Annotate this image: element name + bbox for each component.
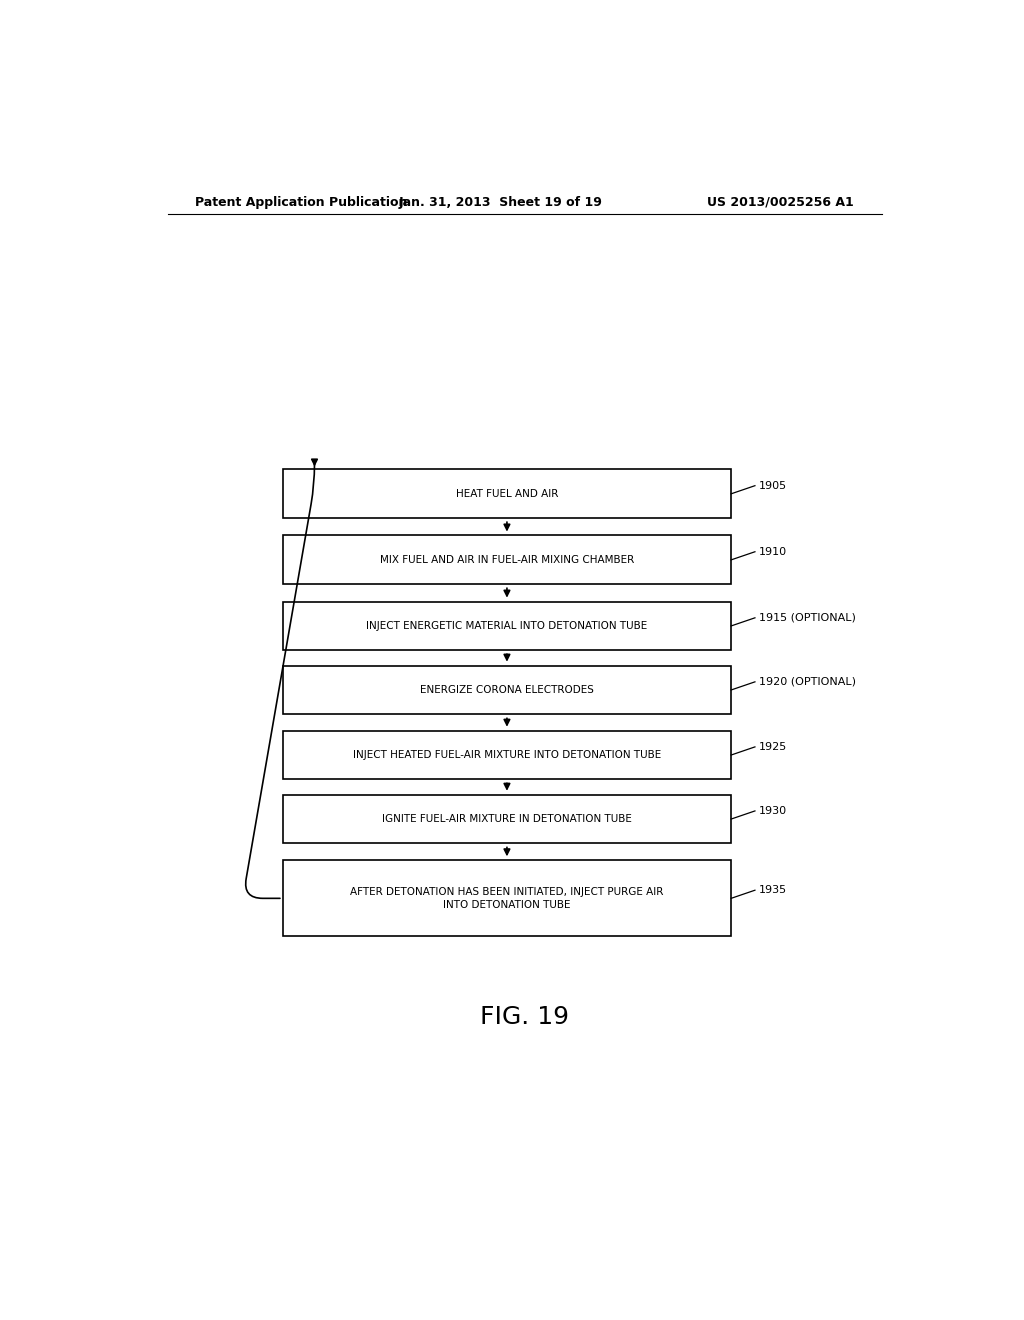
Bar: [283, 470, 731, 519]
Text: 1905: 1905: [759, 480, 787, 491]
Bar: [283, 731, 731, 779]
Bar: [283, 665, 731, 714]
Text: FIG. 19: FIG. 19: [480, 1006, 569, 1030]
Text: IGNITE FUEL-AIR MIXTURE IN DETONATION TUBE: IGNITE FUEL-AIR MIXTURE IN DETONATION TU…: [382, 814, 632, 824]
Text: 1910: 1910: [759, 546, 787, 557]
Text: 1920 (OPTIONAL): 1920 (OPTIONAL): [759, 677, 856, 686]
Bar: [283, 536, 731, 585]
Text: 1930: 1930: [759, 807, 787, 816]
Bar: [283, 795, 731, 843]
Text: US 2013/0025256 A1: US 2013/0025256 A1: [708, 195, 854, 209]
Text: Jan. 31, 2013  Sheet 19 of 19: Jan. 31, 2013 Sheet 19 of 19: [399, 195, 603, 209]
Text: 1935: 1935: [759, 886, 787, 895]
Bar: [283, 861, 731, 936]
Text: 1915 (OPTIONAL): 1915 (OPTIONAL): [759, 612, 856, 623]
Text: Patent Application Publication: Patent Application Publication: [196, 195, 408, 209]
FancyArrowPatch shape: [246, 459, 317, 899]
Text: INJECT HEATED FUEL-AIR MIXTURE INTO DETONATION TUBE: INJECT HEATED FUEL-AIR MIXTURE INTO DETO…: [353, 750, 662, 760]
Text: AFTER DETONATION HAS BEEN INITIATED, INJECT PURGE AIR
INTO DETONATION TUBE: AFTER DETONATION HAS BEEN INITIATED, INJ…: [350, 887, 664, 909]
Text: HEAT FUEL AND AIR: HEAT FUEL AND AIR: [456, 488, 558, 499]
Text: MIX FUEL AND AIR IN FUEL-AIR MIXING CHAMBER: MIX FUEL AND AIR IN FUEL-AIR MIXING CHAM…: [380, 554, 634, 565]
Text: 1925: 1925: [759, 742, 787, 752]
Bar: [283, 602, 731, 651]
Text: INJECT ENERGETIC MATERIAL INTO DETONATION TUBE: INJECT ENERGETIC MATERIAL INTO DETONATIO…: [367, 620, 647, 631]
Text: ENERGIZE CORONA ELECTRODES: ENERGIZE CORONA ELECTRODES: [420, 685, 594, 694]
